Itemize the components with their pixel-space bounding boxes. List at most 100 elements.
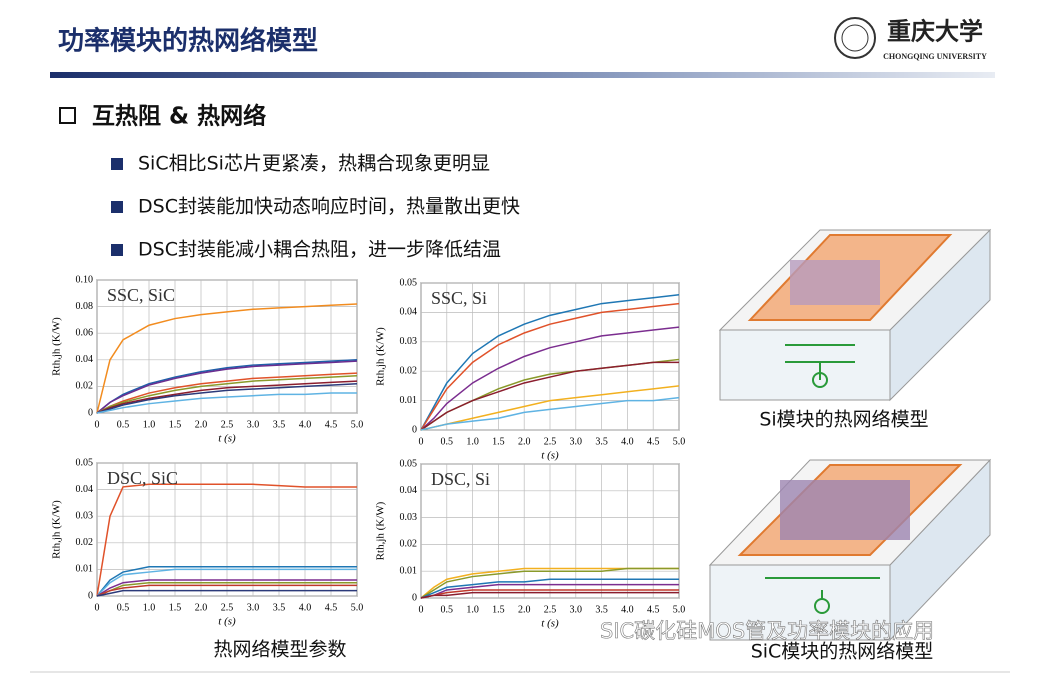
series-line <box>96 565 357 597</box>
x-tick-label: 3.5 <box>595 436 608 447</box>
x-tick-label: 0.5 <box>441 436 454 447</box>
y-axis-label: Rth,jh (K/W) <box>51 317 63 376</box>
series-line <box>96 303 358 414</box>
x-tick-label: 2.5 <box>544 604 557 615</box>
x-tick-label: 4.0 <box>621 604 634 615</box>
y-tick-label: 0.03 <box>76 510 94 521</box>
y-tick-label: 0 <box>412 424 417 435</box>
chart: 0 0.5 1.0 1.5 2.0 2.5 3.0 3.5 4.0 4.5 5.0 0 0.02 0.04… <box>51 274 364 444</box>
y-tick-label: 0.04 <box>76 484 94 495</box>
sic-caption: SiC模块的热网络模型 <box>751 641 934 663</box>
bullet-square <box>111 158 123 170</box>
x-tick-label: 1.5 <box>169 419 182 430</box>
series-line <box>96 392 357 414</box>
y-axis-label: Rth,jh (K/W) <box>375 501 387 560</box>
chart: 0 0.5 1.0 1.5 2.0 2.5 3.0 3.5 4.0 4.5 5.0 0 0.01 0.02… <box>51 457 364 627</box>
y-tick-label: 0.01 <box>400 565 418 576</box>
x-tick-label: 0.5 <box>441 604 454 615</box>
y-tick-label: 0.05 <box>400 458 418 469</box>
bullet-square <box>111 201 123 213</box>
x-tick-label: 3.0 <box>570 436 583 447</box>
network-wires <box>785 344 855 380</box>
y-tick-label: 0.05 <box>400 277 418 288</box>
chart-annotation: SSC, Si <box>431 288 487 308</box>
y-tick-label: 0.02 <box>400 365 418 376</box>
x-tick-label: 4.5 <box>647 436 660 447</box>
series-line <box>96 372 358 414</box>
bullet-text: SiC相比Si芯片更紧凑，热耦合现象更明显 <box>138 153 490 175</box>
bullet-square <box>111 244 123 256</box>
x-tick-label: 0 <box>95 602 100 613</box>
series-line <box>96 375 358 414</box>
bullet-list: SiC相比Si芯片更紧凑，热耦合现象更明显 DSC封装能加快动态响应时间，热量散出… <box>111 153 520 261</box>
y-tick-label: 0 <box>88 407 93 418</box>
y-tick-label: 0.04 <box>400 485 418 496</box>
series-line <box>420 578 679 599</box>
x-tick-label: 5.0 <box>351 602 364 613</box>
logo-emblem-inner <box>841 24 869 52</box>
x-tick-label: 5.0 <box>351 419 364 430</box>
series-line <box>420 294 680 431</box>
sic-diagram <box>708 458 992 642</box>
x-axis-label: t (s) <box>541 618 559 630</box>
x-tick-label: 5.0 <box>673 604 686 615</box>
x-tick-label: 1.5 <box>492 436 505 447</box>
series-line <box>96 579 357 597</box>
x-tick-label: 4.5 <box>325 419 338 430</box>
chips <box>780 480 910 540</box>
y-tick-label: 0.10 <box>76 274 94 285</box>
x-tick-label: 4.0 <box>299 602 312 613</box>
series-line <box>420 589 679 599</box>
x-tick-label: 1.5 <box>492 604 505 615</box>
x-tick-label: 2.0 <box>195 602 208 613</box>
x-tick-label: 1.0 <box>143 419 156 430</box>
y-tick-label: 0.05 <box>76 457 94 468</box>
chart-annotation: DSC, SiC <box>107 468 178 488</box>
x-tick-label: 4.0 <box>299 419 312 430</box>
x-tick-label: 2.5 <box>544 436 557 447</box>
bullet-text: DSC封装能减小耦合热阻，进一步降低结温 <box>138 239 501 261</box>
logo-subtitle: CHONGQING UNIVERSITY <box>883 52 987 61</box>
y-axis-label: Rth,jh (K/W) <box>375 327 387 386</box>
x-tick-label: 2.0 <box>518 436 531 447</box>
series-line <box>420 591 679 599</box>
source <box>814 598 830 614</box>
chips <box>790 260 880 305</box>
logo-emblem <box>834 17 876 59</box>
section-heading: 互热阻 & 热网络 <box>92 103 266 130</box>
si-diagram <box>718 228 992 402</box>
x-tick-label: 2.5 <box>221 602 234 613</box>
x-tick-label: 4.0 <box>621 436 634 447</box>
x-axis-label: t (s) <box>218 433 236 445</box>
series-line <box>420 583 679 599</box>
x-axis-label: t (s) <box>218 616 236 628</box>
source <box>812 372 828 388</box>
section-bullet <box>59 107 76 124</box>
chart: 0 0.5 1.0 1.5 2.0 2.5 3.0 3.5 4.0 4.5 5.0 0 0.01 0.02… <box>375 277 686 461</box>
header-bar <box>50 72 995 78</box>
x-tick-label: 2.0 <box>518 604 531 615</box>
y-tick-label: 0.08 <box>76 301 94 312</box>
x-tick-label: 3.0 <box>570 604 583 615</box>
x-axis-label: t (s) <box>541 450 559 462</box>
series-line <box>96 584 357 597</box>
x-tick-label: 2.0 <box>195 419 208 430</box>
y-tick-label: 0.02 <box>76 381 94 392</box>
x-tick-label: 2.5 <box>221 419 234 430</box>
y-tick-label: 0.04 <box>76 354 94 365</box>
x-tick-label: 1.0 <box>143 602 156 613</box>
series-line <box>96 360 358 414</box>
x-tick-label: 0.5 <box>117 602 130 613</box>
x-tick-label: 5.0 <box>673 436 686 447</box>
y-tick-label: 0.03 <box>400 336 418 347</box>
bullet-text: DSC封装能加快动态响应时间，热量散出更快 <box>138 196 520 218</box>
x-tick-label: 1.5 <box>169 602 182 613</box>
series-line <box>420 302 680 431</box>
series-line <box>96 380 358 414</box>
substrate <box>719 329 891 401</box>
x-tick-label: 3.5 <box>273 419 286 430</box>
si-caption: Si模块的热网络模型 <box>759 409 928 431</box>
x-tick-label: 3.5 <box>595 604 608 615</box>
series-line <box>96 359 358 414</box>
y-tick-label: 0 <box>412 592 417 603</box>
